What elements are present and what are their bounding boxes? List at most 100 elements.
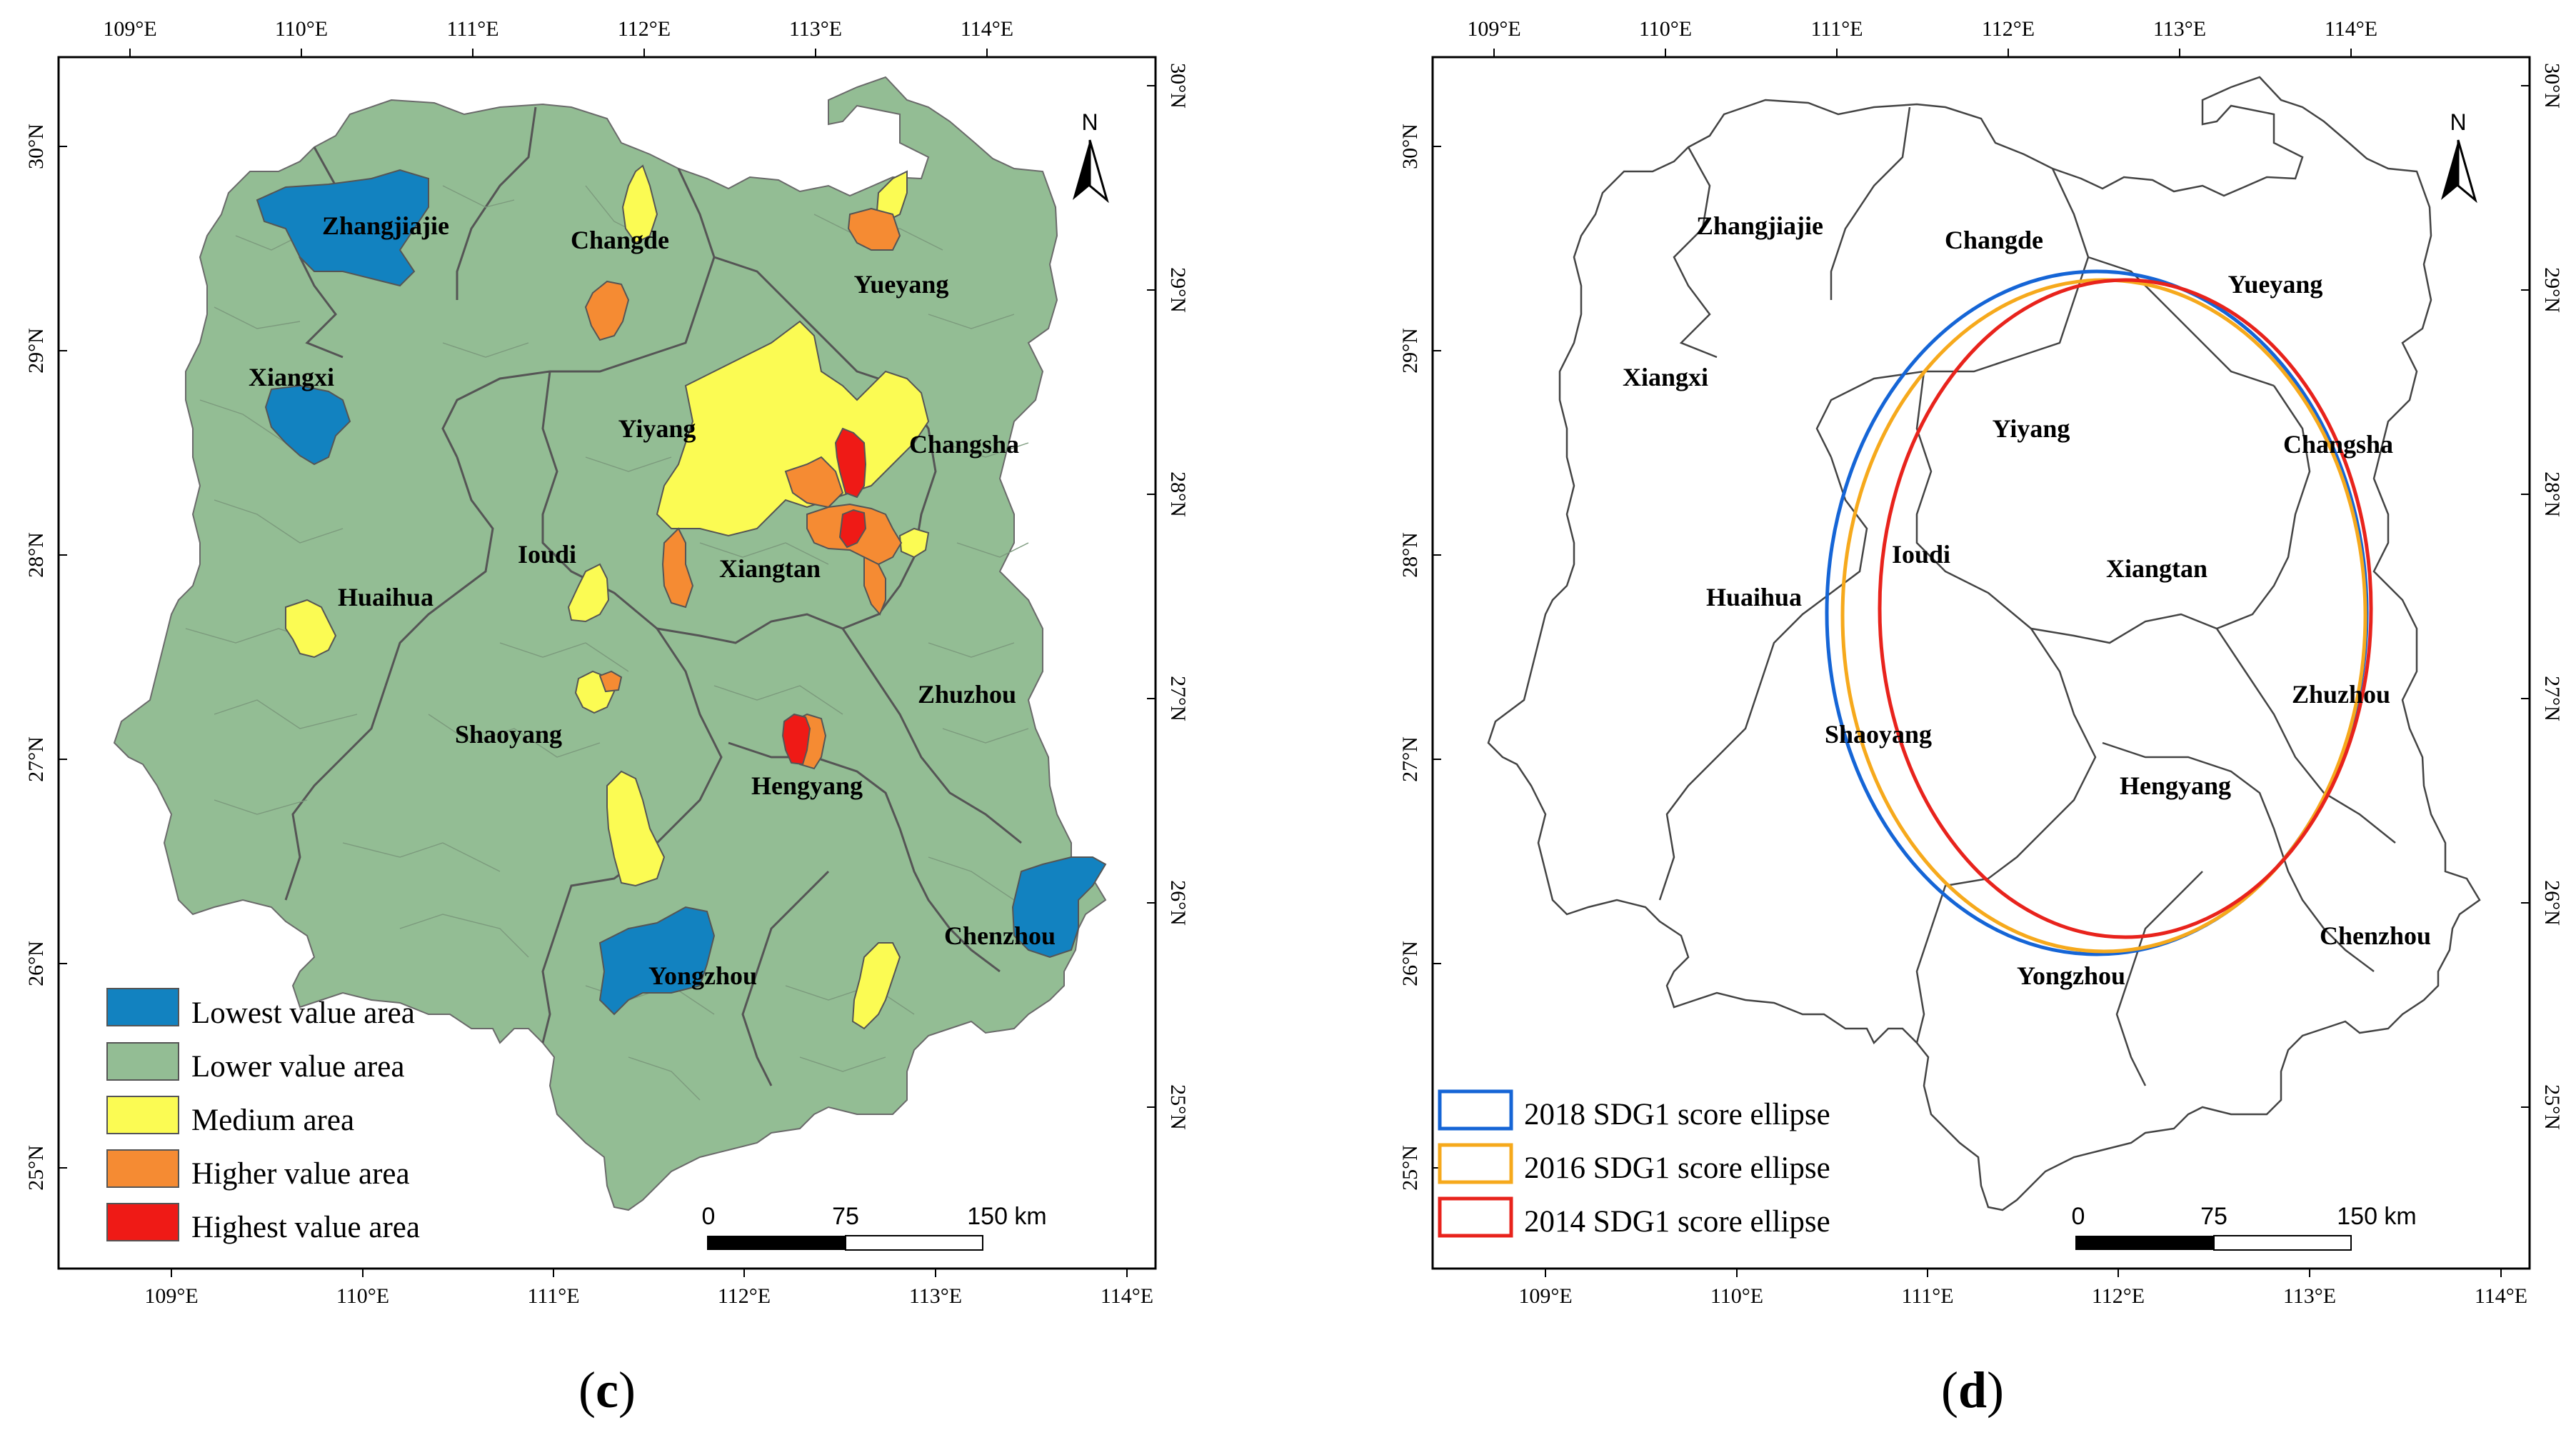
scale-label: 0 xyxy=(2072,1203,2085,1230)
lat-tick-label: 26°N xyxy=(1166,880,1190,926)
lon-tick-label: 109°E xyxy=(1467,17,1520,41)
city-label: Hengyang xyxy=(751,771,863,800)
city-label: Huaihua xyxy=(338,583,433,611)
scale-bar-black xyxy=(707,1236,846,1250)
legend-swatch xyxy=(106,1149,179,1188)
lon-tick-label: 113°E xyxy=(789,17,842,41)
city-label: Shaoyang xyxy=(1825,720,1932,749)
outline-map xyxy=(1487,76,2481,1211)
lon-tick-label: 114°E xyxy=(2325,17,2377,41)
legend-label: 2018 SDG1 score ellipse xyxy=(1524,1098,1830,1131)
lat-ticks-right-d: 30°N 29°N 28°N 27°N 26°N 25°N xyxy=(2521,63,2564,1130)
north-arrow-c: N xyxy=(1073,109,1109,204)
legend-label: Lowest value area xyxy=(191,996,415,1030)
city-label: Yueyang xyxy=(2228,270,2323,299)
lon-tick-label: 111°E xyxy=(1901,1284,1953,1308)
lon-tick-label: 109°E xyxy=(144,1284,198,1308)
scale-bar-d: 0 75 150 km xyxy=(2072,1203,2417,1251)
north-arrow-icon xyxy=(2441,139,2477,204)
lat-tick-label: 25°N xyxy=(2540,1084,2564,1130)
lat-tick-marks-left xyxy=(59,146,67,1169)
higher-area-zhuzhou xyxy=(863,556,886,616)
lat-tick-label: 25°N xyxy=(1398,1145,1422,1191)
panel-c: 109°E 110°E 111°E 112°E 113°E 114°E 109°… xyxy=(24,17,1190,1419)
city-label: Zhangjiajie xyxy=(322,211,449,240)
lat-tick-label: 30°N xyxy=(2540,63,2564,109)
legend-swatch xyxy=(1438,1143,1513,1184)
higher-area-changde xyxy=(584,280,630,341)
lon-tick-label: 110°E xyxy=(336,1284,389,1308)
lon-tick-label: 113°E xyxy=(909,1284,962,1308)
lat-tick-label: 29°N xyxy=(2540,267,2564,313)
lat-tick-marks-left xyxy=(1433,146,1441,1169)
lon-tick-label: 111°E xyxy=(446,17,498,41)
lat-tick-label: 30°N xyxy=(1166,63,1190,109)
legend-label: Medium area xyxy=(191,1104,354,1137)
lat-tick-label: 29°N xyxy=(1166,267,1190,313)
legend-d: 2018 SDG1 score ellipse 2016 SDG1 score … xyxy=(1438,1089,1830,1239)
city-label: Zhuzhou xyxy=(2292,680,2390,709)
legend-swatch xyxy=(106,1203,179,1241)
lon-tick-label: 112°E xyxy=(1982,17,2035,41)
legend-swatch xyxy=(106,988,179,1026)
city-label: Yongzhou xyxy=(648,961,757,990)
north-label: N xyxy=(2450,109,2466,135)
scale-label: 150 km xyxy=(2337,1203,2417,1230)
panel-caption-d: (d) xyxy=(1941,1361,2004,1419)
legend-label: Higher value area xyxy=(191,1157,410,1191)
city-label: Chenzhou xyxy=(944,921,1056,950)
panel-caption-c: (c) xyxy=(578,1361,636,1419)
city-label: Chenzhou xyxy=(2320,921,2431,950)
lon-tick-label: 114°E xyxy=(961,17,1013,41)
lon-tick-label: 114°E xyxy=(1101,1284,1153,1308)
higher-area-changsha-core xyxy=(784,456,844,509)
medium-area-yongzhou-north xyxy=(606,770,666,887)
lon-tick-label: 110°E xyxy=(1639,17,1692,41)
city-label: Xiangxi xyxy=(1623,363,1708,391)
lat-tick-label: 30°N xyxy=(1398,124,1422,169)
lon-tick-label: 111°E xyxy=(527,1284,579,1308)
lon-tick-label: 111°E xyxy=(1810,17,1863,41)
lon-tick-label: 109°E xyxy=(1518,1284,1572,1308)
scale-bar-c: 0 75 150 km xyxy=(702,1203,1047,1251)
lat-ticks-right-c: 30°N 29°N 28°N 27°N 26°N 25°N xyxy=(1147,63,1190,1130)
lat-tick-label: 26°N xyxy=(1398,941,1422,986)
caption-letter: c xyxy=(596,1361,618,1419)
city-label: Changsha xyxy=(909,430,1019,459)
prefecture-borders xyxy=(1658,106,2396,1086)
caption-open: ( xyxy=(1941,1361,1958,1419)
scale-bar-black xyxy=(2075,1236,2214,1250)
caption-close: ) xyxy=(1987,1361,2004,1419)
legend-label: Highest value area xyxy=(191,1211,420,1244)
lon-tick-marks-top xyxy=(129,49,988,57)
lat-tick-label: 27°N xyxy=(1166,676,1190,721)
higher-area-yueyang xyxy=(847,207,901,251)
lon-tick-label: 112°E xyxy=(718,1284,771,1308)
lon-tick-label: 112°E xyxy=(2092,1284,2145,1308)
higher-area-ioudi xyxy=(661,527,694,609)
highest-area-xiangtan xyxy=(838,509,867,549)
north-arrow-d: N xyxy=(2441,109,2477,204)
lon-ticks-bottom-d: 109°E 110°E 111°E 112°E 113°E 114°E xyxy=(1518,1269,2527,1308)
legend-swatch xyxy=(1438,1089,1513,1131)
medium-area-changde-north xyxy=(621,164,658,244)
scale-label: 0 xyxy=(702,1203,716,1230)
lon-tick-marks-bottom xyxy=(171,1269,1128,1277)
lat-tick-marks-right xyxy=(1147,85,1156,1108)
lon-tick-marks-top xyxy=(1493,49,2352,57)
lon-tick-marks-bottom xyxy=(1545,1269,2502,1277)
medium-area-ioudi xyxy=(567,563,610,623)
lat-tick-label: 26°N xyxy=(24,941,48,986)
city-label: Shaoyang xyxy=(455,720,562,749)
scale-bar-white xyxy=(845,1235,983,1251)
city-label: Zhuzhou xyxy=(918,680,1016,709)
ellipse-2014 xyxy=(1878,278,2373,939)
lat-tick-label: 29°N xyxy=(24,328,48,374)
city-label: Yongzhou xyxy=(2017,961,2125,990)
scale-bar-white xyxy=(2213,1235,2352,1251)
city-label: Yueyang xyxy=(854,270,949,299)
lon-ticks-top-d: 109°E 110°E 111°E 112°E 113°E 114°E xyxy=(1467,17,2377,57)
city-labels-c: Zhangjiajie Changde Yueyang Xiangxi Yiya… xyxy=(249,211,1056,990)
higher-area-shaoyang xyxy=(598,670,623,693)
lat-tick-label: 27°N xyxy=(2540,676,2564,721)
